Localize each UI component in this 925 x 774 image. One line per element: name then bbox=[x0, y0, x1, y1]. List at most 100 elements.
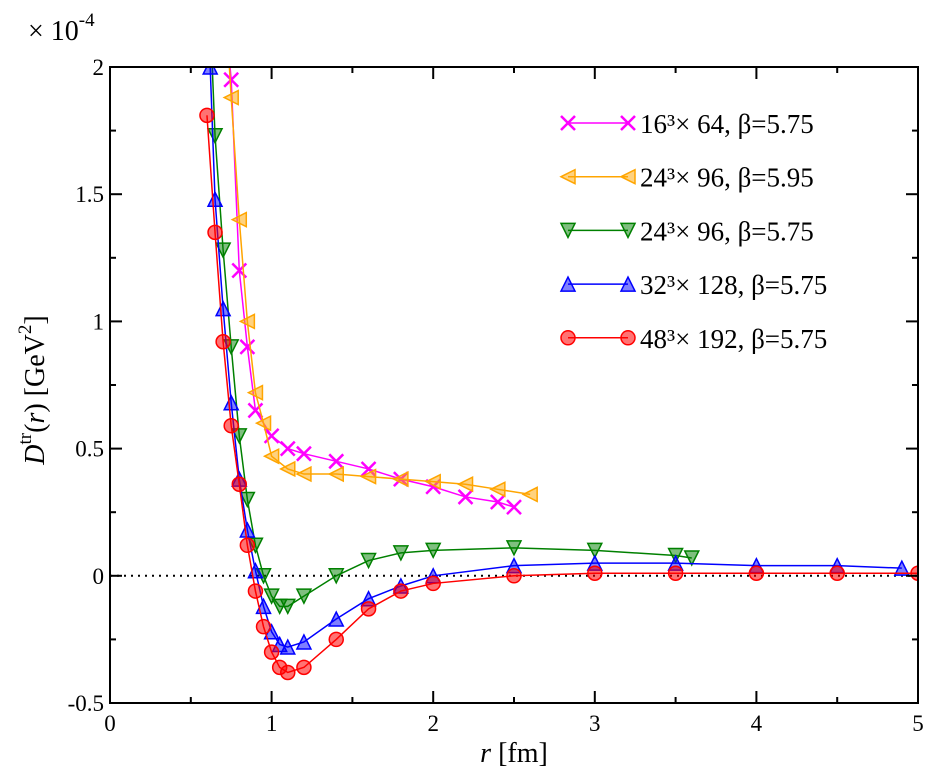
marker bbox=[295, 465, 312, 483]
marker bbox=[203, 9, 217, 23]
marker bbox=[560, 330, 576, 346]
marker bbox=[392, 545, 410, 562]
marker bbox=[239, 491, 256, 509]
marker bbox=[279, 460, 296, 478]
marker bbox=[328, 610, 345, 627]
marker bbox=[425, 575, 441, 592]
marker bbox=[223, 71, 240, 88]
marker bbox=[424, 473, 441, 490]
y-tick-label: 1.5 bbox=[75, 182, 104, 207]
marker bbox=[223, 417, 239, 434]
marker bbox=[328, 631, 344, 648]
marker bbox=[619, 275, 637, 292]
marker bbox=[206, 127, 224, 145]
x-tick-label: 0 bbox=[104, 711, 116, 736]
marker bbox=[620, 115, 636, 131]
series-line bbox=[228, 67, 531, 496]
marker bbox=[328, 568, 345, 585]
marker bbox=[619, 168, 636, 185]
marker bbox=[231, 476, 248, 492]
y-tick-label: -0.5 bbox=[68, 691, 104, 716]
y-tick-label: 2 bbox=[93, 55, 105, 80]
marker bbox=[219, 9, 233, 23]
marker bbox=[207, 224, 223, 241]
x-tick-label: 4 bbox=[751, 711, 763, 736]
legend-label: 32³× 128, β=5.75 bbox=[640, 270, 827, 300]
legend-label: 48³× 192, β=5.75 bbox=[640, 324, 827, 354]
y-tick-label: 0.5 bbox=[75, 437, 104, 462]
y-tick-label: 0 bbox=[93, 564, 105, 589]
x-tick-label: 1 bbox=[266, 711, 278, 736]
marker bbox=[280, 664, 296, 681]
legend-label: 24³× 96, β=5.95 bbox=[640, 163, 814, 193]
marker bbox=[748, 565, 765, 582]
marker bbox=[424, 542, 442, 560]
marker bbox=[239, 521, 256, 538]
marker bbox=[214, 242, 232, 259]
marker bbox=[489, 494, 506, 510]
y-tick-label: 1 bbox=[93, 309, 105, 334]
marker bbox=[279, 440, 296, 457]
legend-label: 24³× 96, β=5.75 bbox=[640, 216, 814, 246]
marker bbox=[222, 89, 239, 106]
marker bbox=[215, 334, 231, 350]
marker bbox=[247, 402, 264, 419]
marker bbox=[560, 115, 576, 131]
marker bbox=[295, 588, 313, 605]
marker bbox=[263, 644, 280, 660]
marker bbox=[392, 470, 409, 488]
marker bbox=[619, 222, 637, 240]
marker bbox=[683, 550, 700, 567]
marker bbox=[506, 499, 522, 515]
marker bbox=[521, 486, 538, 503]
marker bbox=[829, 565, 845, 582]
marker bbox=[586, 542, 604, 560]
marker bbox=[263, 588, 280, 605]
legend-label: 16³× 64, β=5.75 bbox=[640, 109, 814, 139]
marker bbox=[328, 453, 345, 470]
marker bbox=[246, 384, 264, 401]
marker bbox=[559, 222, 577, 240]
series-line bbox=[206, 115, 918, 674]
marker bbox=[263, 427, 280, 444]
marker bbox=[206, 190, 224, 208]
marker bbox=[457, 489, 474, 505]
marker bbox=[360, 552, 377, 570]
marker bbox=[254, 414, 272, 432]
marker bbox=[393, 583, 409, 599]
x-tick-label: 2 bbox=[427, 711, 439, 736]
marker bbox=[296, 445, 312, 462]
marker bbox=[239, 338, 256, 355]
marker bbox=[667, 565, 684, 582]
y-axis-label: Dtr(r) [GeV2] bbox=[15, 315, 51, 465]
marker bbox=[359, 468, 377, 485]
marker bbox=[893, 559, 911, 576]
marker bbox=[262, 448, 280, 465]
marker bbox=[199, 107, 215, 124]
marker bbox=[222, 394, 240, 411]
marker bbox=[230, 211, 248, 228]
marker bbox=[456, 476, 474, 493]
series-line bbox=[211, 67, 692, 608]
multiplier: × 10-4 bbox=[28, 10, 95, 47]
marker bbox=[279, 638, 296, 655]
marker bbox=[489, 481, 506, 498]
marker bbox=[360, 601, 377, 617]
marker bbox=[279, 598, 296, 616]
x-tick-label: 3 bbox=[589, 711, 601, 736]
marker bbox=[296, 659, 312, 676]
marker bbox=[295, 633, 313, 650]
plot-area bbox=[110, 9, 918, 681]
x-tick-label: 5 bbox=[912, 711, 924, 736]
marker bbox=[247, 583, 264, 599]
marker bbox=[505, 540, 523, 557]
marker bbox=[239, 537, 256, 554]
marker bbox=[231, 428, 248, 445]
x-axis-label: r [fm] bbox=[480, 738, 548, 769]
series-line bbox=[209, 67, 902, 648]
marker bbox=[620, 330, 636, 346]
marker bbox=[587, 565, 603, 582]
marker bbox=[238, 313, 256, 330]
marker bbox=[327, 465, 344, 483]
